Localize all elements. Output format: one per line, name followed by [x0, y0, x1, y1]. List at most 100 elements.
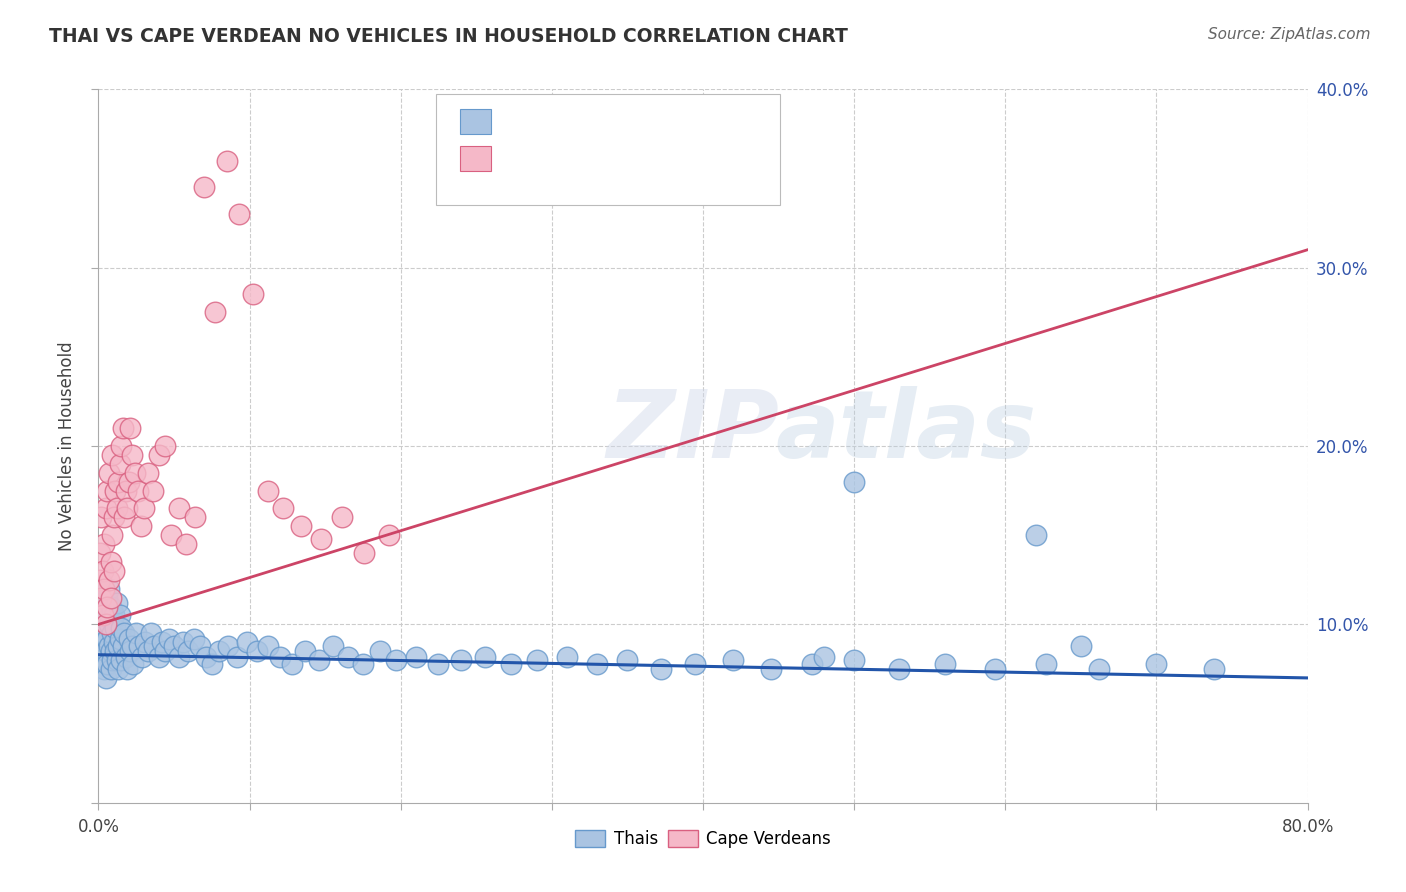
Point [586, 657, 609, 671]
Point [269, 649, 291, 664]
Text: 56: 56 [654, 155, 679, 173]
Text: -0.092: -0.092 [538, 118, 603, 136]
Point [110, 439, 132, 453]
Text: N =: N = [619, 155, 665, 173]
Point [101, 528, 124, 542]
Point [290, 519, 312, 533]
Text: atlas: atlas [776, 385, 1036, 478]
Point [111, 421, 134, 435]
Point [91, 564, 114, 578]
Point [167, 501, 190, 516]
Point [385, 653, 408, 667]
Point [104, 621, 127, 635]
Point [983, 662, 1005, 676]
Point [377, 528, 399, 542]
Point [215, 153, 238, 168]
Point [163, 639, 186, 653]
Point [89, 546, 111, 560]
Point [184, 510, 207, 524]
Point [281, 657, 304, 671]
Point [499, 657, 522, 671]
Point [91, 626, 114, 640]
Point [405, 649, 427, 664]
Point [132, 501, 155, 516]
Point [122, 657, 145, 671]
Point [104, 483, 127, 498]
Point [101, 603, 124, 617]
Point [150, 635, 173, 649]
Point [93, 582, 115, 596]
Point [1024, 528, 1046, 542]
Point [101, 448, 124, 462]
Point [193, 180, 215, 194]
Text: R =: R = [499, 118, 538, 136]
Point [107, 475, 129, 489]
Point [107, 639, 129, 653]
Point [103, 564, 125, 578]
Point [616, 653, 638, 667]
Point [103, 608, 125, 623]
Point [121, 448, 143, 462]
Point [94, 501, 117, 516]
Point [89, 635, 111, 649]
Point [91, 649, 114, 664]
Point [167, 649, 190, 664]
Point [104, 644, 127, 658]
Legend: Thais, Cape Verdeans: Thais, Cape Verdeans [568, 823, 838, 855]
Point [143, 639, 166, 653]
Point [93, 603, 115, 617]
Point [100, 555, 122, 569]
Point [90, 639, 112, 653]
Point [235, 635, 257, 649]
Point [94, 617, 117, 632]
Point [194, 649, 217, 664]
Text: ZIP: ZIP [606, 385, 779, 478]
Point [204, 305, 226, 319]
Point [217, 639, 239, 653]
Point [93, 537, 115, 551]
Point [108, 608, 131, 623]
Point [96, 483, 118, 498]
Point [112, 626, 135, 640]
Point [474, 649, 496, 664]
Point [183, 632, 205, 646]
Point [98, 582, 121, 596]
Point [94, 671, 117, 685]
Point [114, 483, 136, 498]
Point [100, 599, 122, 614]
Point [136, 466, 159, 480]
Point [353, 546, 375, 560]
Point [98, 617, 121, 632]
Point [120, 421, 142, 435]
Point [105, 653, 128, 667]
Text: THAI VS CAPE VERDEAN NO VEHICLES IN HOUSEHOLD CORRELATION CHART: THAI VS CAPE VERDEAN NO VEHICLES IN HOUS… [49, 27, 848, 45]
Point [136, 644, 159, 658]
Text: R =: R = [499, 155, 544, 173]
Point [94, 644, 117, 658]
Point [246, 644, 269, 658]
Point [308, 653, 330, 667]
Point [98, 573, 121, 587]
Text: 107: 107 [654, 118, 692, 136]
Point [148, 448, 170, 462]
Point [125, 626, 148, 640]
Point [90, 594, 112, 608]
Point [101, 626, 124, 640]
Point [142, 483, 165, 498]
Point [889, 662, 911, 676]
Point [101, 653, 124, 667]
Point [110, 653, 132, 667]
Point [98, 639, 121, 653]
Point [103, 510, 125, 524]
Point [352, 657, 374, 671]
Point [96, 591, 118, 605]
Point [844, 653, 866, 667]
Point [148, 649, 170, 664]
Point [256, 639, 278, 653]
Point [294, 644, 316, 658]
Point [90, 617, 112, 632]
Point [118, 475, 141, 489]
Point [242, 287, 264, 301]
Point [844, 475, 866, 489]
Point [120, 644, 142, 658]
